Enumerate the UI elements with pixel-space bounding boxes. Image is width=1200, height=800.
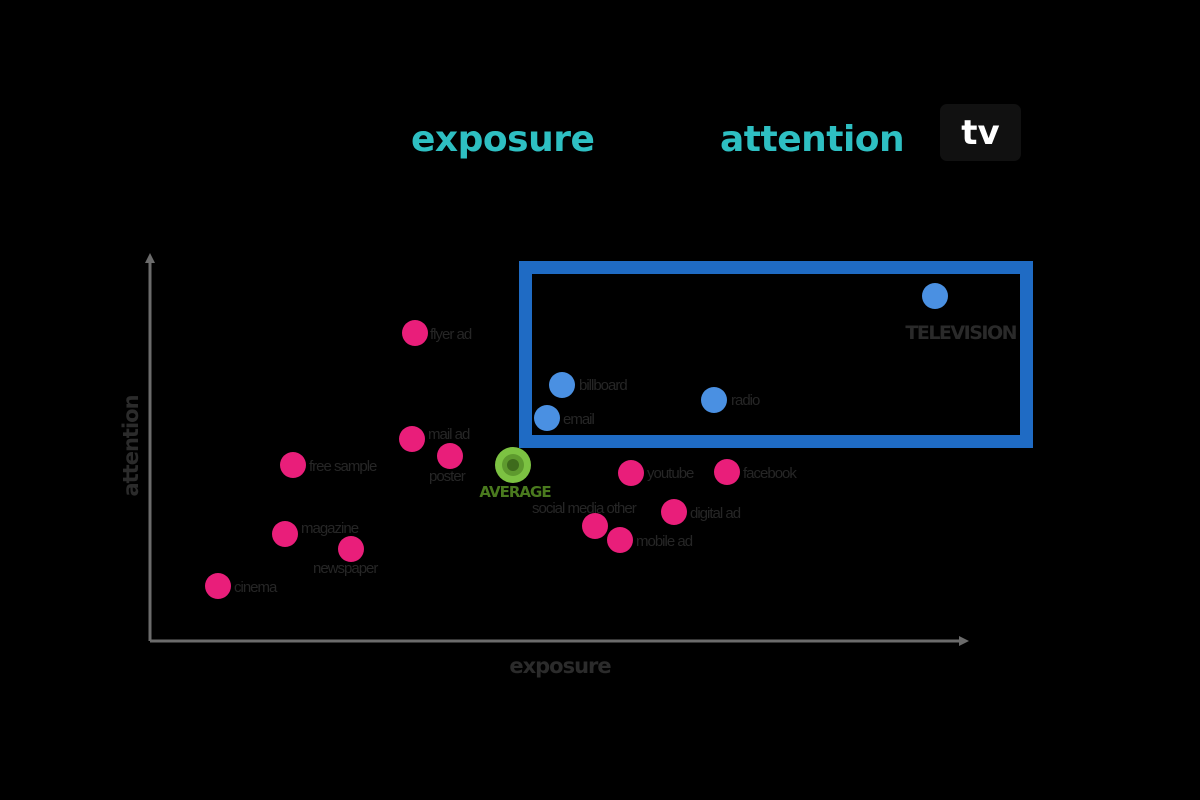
point-youtube: youtube <box>618 460 695 486</box>
point-marker <box>272 521 298 547</box>
point-label: billboard <box>579 377 627 394</box>
point-cinema: cinema <box>205 573 279 599</box>
point-marker <box>402 320 428 346</box>
point-label: TELEVISION <box>905 322 1016 344</box>
point-newspaper: newspaper <box>313 536 379 577</box>
point-marker <box>714 459 740 485</box>
point-label: radio <box>731 392 760 409</box>
average-marker: AVERAGE <box>479 447 552 501</box>
point-label: digital ad <box>690 505 741 522</box>
highlight-box <box>519 261 1033 448</box>
point-social-media-other: social media other <box>532 500 638 539</box>
point-marker <box>607 527 633 553</box>
point-billboard: billboard <box>549 372 628 398</box>
tv-badge: tv <box>940 104 1021 161</box>
average-inner-dot <box>507 459 519 471</box>
point-marker <box>437 443 463 469</box>
y-axis-label: attention <box>119 395 143 496</box>
point-marker <box>338 536 364 562</box>
point-label: email <box>563 411 595 428</box>
point-free-sample: free sample <box>280 452 378 478</box>
title-attention: attention <box>720 119 905 160</box>
average-label: AVERAGE <box>479 483 551 501</box>
point-label: facebook <box>743 465 797 482</box>
point-label: social media other <box>532 500 637 517</box>
point-mail-ad: mail ad <box>399 426 471 452</box>
data-points: flyer ad mail ad poster free sample magazine… <box>205 283 1018 599</box>
point-marker <box>549 372 575 398</box>
tv-badge-text: tv <box>961 112 1000 153</box>
point-label: mail ad <box>428 426 470 443</box>
point-label: mobile ad <box>636 533 693 550</box>
point-flyer-ad: flyer ad <box>402 320 473 346</box>
point-marker <box>534 405 560 431</box>
point-facebook: facebook <box>714 459 798 485</box>
point-mobile-ad: mobile ad <box>607 527 694 553</box>
title-exposure: exposure <box>411 119 595 160</box>
point-label: magazine <box>301 520 359 537</box>
point-label: free sample <box>309 458 377 475</box>
point-label: youtube <box>647 465 694 482</box>
point-digital-ad: digital ad <box>661 499 742 525</box>
point-marker <box>618 460 644 486</box>
point-magazine: magazine <box>272 520 360 547</box>
point-label: cinema <box>234 579 278 596</box>
point-email: email <box>534 405 596 431</box>
point-marker <box>280 452 306 478</box>
point-radio: radio <box>701 387 761 413</box>
point-label: newspaper <box>313 560 378 577</box>
point-marker <box>205 573 231 599</box>
point-television: TELEVISION <box>905 283 1018 344</box>
point-label: poster <box>429 468 466 485</box>
point-label: flyer ad <box>430 326 472 343</box>
point-marker <box>661 499 687 525</box>
point-marker <box>922 283 948 309</box>
point-poster: poster <box>429 443 467 485</box>
point-marker <box>399 426 425 452</box>
axes: exposure attention <box>119 253 969 678</box>
x-axis-label: exposure <box>509 654 611 678</box>
point-marker <box>701 387 727 413</box>
point-marker <box>582 513 608 539</box>
